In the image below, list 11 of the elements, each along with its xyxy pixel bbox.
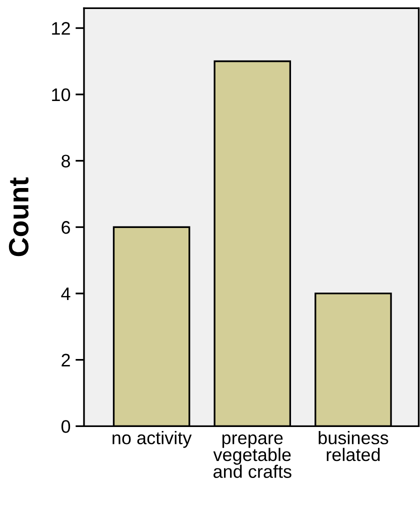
x-tick-label: no activity bbox=[112, 431, 192, 448]
x-tick-label: business related bbox=[318, 431, 388, 462]
y-axis-title: Count bbox=[8, 177, 29, 256]
x-tick-label: prepare vegetable and crafts bbox=[213, 434, 292, 478]
y-tick-label: 4 bbox=[61, 288, 70, 300]
y-tick-label: 0 bbox=[61, 420, 70, 433]
y-tick-label: 6 bbox=[62, 221, 70, 234]
y-tick-label: 8 bbox=[62, 154, 70, 168]
y-tick-label: 2 bbox=[62, 354, 70, 366]
y-tick-label: 12 bbox=[52, 22, 70, 35]
y-tick-label: 10 bbox=[52, 88, 70, 102]
